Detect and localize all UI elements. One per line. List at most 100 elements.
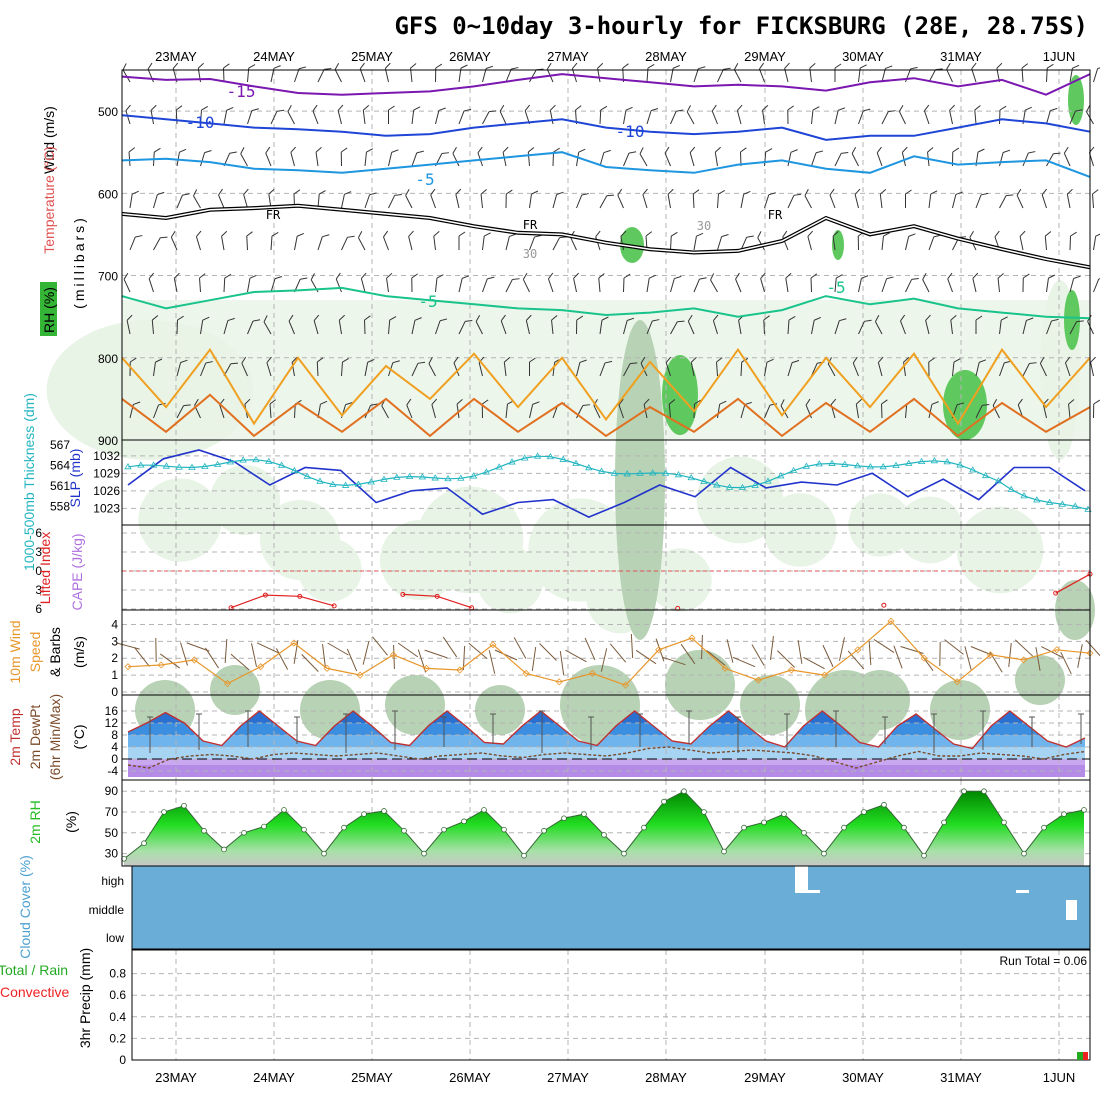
- barb-shaft: [972, 278, 977, 293]
- barb-flag: [699, 277, 707, 280]
- barb-shaft: [623, 110, 627, 125]
- wind-barb: [667, 188, 674, 209]
- wind-barb: [431, 398, 438, 419]
- barb-shaft: [576, 362, 581, 377]
- barb-flag: [971, 62, 977, 69]
- wind-barb: [829, 188, 836, 209]
- wind-barb: [740, 401, 752, 419]
- barb-flag: [854, 188, 861, 195]
- barb-shaft: [905, 279, 913, 293]
- rh-tick-label: 70: [105, 805, 119, 819]
- thickness-marker: [777, 472, 785, 479]
- surface-barb: [230, 653, 250, 671]
- thickness-marker: [124, 463, 132, 470]
- wind-speed-point: [821, 671, 829, 679]
- barb-flag: [300, 277, 308, 280]
- wind-barb: [827, 357, 836, 377]
- rh-point: [221, 846, 227, 853]
- barb-flag: [861, 275, 869, 279]
- wind-barb: [341, 235, 355, 251]
- cloud-gap-3: [1016, 890, 1029, 893]
- barb-shaft: [763, 319, 765, 335]
- barb-shaft: [499, 111, 507, 125]
- surface-barb: [275, 648, 289, 670]
- surface-barb-shaft: [777, 650, 795, 668]
- wind-barb: [855, 398, 862, 419]
- wind-speed-line: [124, 617, 1094, 689]
- barb-shaft: [341, 237, 348, 251]
- surface-barb-shaft: [706, 650, 726, 666]
- surface-barb-shaft: [468, 642, 488, 660]
- barb-shaft: [855, 404, 859, 419]
- barb-shaft: [1044, 236, 1047, 251]
- barb-flag: [597, 62, 604, 69]
- rh-mid-area: [210, 665, 260, 715]
- wind-barb: [1069, 231, 1077, 251]
- rh-point: [841, 824, 847, 831]
- wind-barb: [1063, 146, 1071, 167]
- barb-flag: [527, 147, 535, 153]
- rh-point: [721, 848, 727, 855]
- temp-band: [128, 765, 1085, 777]
- thickness-marker: [367, 478, 375, 485]
- wind-barb: [199, 273, 206, 293]
- wind-barb: [905, 189, 912, 208]
- barb-flag: [1002, 149, 1011, 153]
- barb-flag: [342, 358, 349, 363]
- barb-shaft: [736, 110, 742, 125]
- barb-shaft: [834, 110, 839, 125]
- barb-flag: [788, 316, 796, 321]
- barb-shaft: [357, 237, 366, 251]
- wind-barb: [764, 148, 773, 167]
- wind-barb: [270, 109, 285, 125]
- barb-flag: [733, 63, 739, 70]
- barb-flag: [572, 62, 578, 69]
- barb-flag: [714, 146, 721, 153]
- barb-flag: [647, 64, 655, 69]
- barb-shaft: [529, 69, 537, 83]
- barb-shaft: [383, 236, 389, 251]
- wind-barb: [576, 315, 584, 335]
- wind-barb: [269, 399, 277, 419]
- wind-barb: [599, 194, 615, 209]
- wind-barb: [482, 276, 495, 293]
- barb-shaft: [693, 68, 699, 83]
- barb-flag: [1051, 318, 1059, 322]
- freezing-level-core: [121, 204, 1091, 269]
- barb-shaft: [334, 69, 342, 83]
- thickness-marker: [751, 481, 759, 488]
- barb-flag: [617, 188, 623, 196]
- wind-barb: [499, 104, 507, 125]
- rh-point: [701, 809, 707, 815]
- slp-line: [127, 449, 1086, 518]
- thickness-marker: [713, 481, 721, 488]
- barb-flag: [757, 231, 762, 238]
- wind-barb: [290, 146, 297, 167]
- contour-label: -5: [418, 292, 437, 311]
- wind-barb: [858, 108, 871, 125]
- wind-barb: [898, 104, 906, 125]
- barb-flag: [456, 398, 463, 405]
- wind-barb: [505, 189, 513, 209]
- wind-barb: [221, 230, 228, 251]
- barb-shaft: [547, 278, 554, 293]
- li-point: [434, 593, 440, 599]
- wind-barb: [576, 404, 591, 419]
- barb-shaft: [667, 194, 671, 209]
- surface-barb-shaft: [327, 642, 349, 656]
- wind-barb: [151, 315, 159, 335]
- barb-flag: [172, 62, 179, 69]
- barb-shaft: [317, 69, 325, 83]
- barb-flag: [735, 272, 740, 280]
- wind-speed-point: [1053, 646, 1061, 654]
- barb-flag: [196, 230, 202, 237]
- li-tick-label: 3: [35, 545, 42, 559]
- wind-speed-point: [588, 669, 596, 677]
- wind-barb: [881, 399, 888, 419]
- thickness-marker: [585, 464, 593, 471]
- surface-barb-shaft: [584, 637, 596, 661]
- barb-shaft: [430, 194, 436, 209]
- wind-barb: [599, 360, 613, 377]
- barb-shaft: [552, 194, 558, 209]
